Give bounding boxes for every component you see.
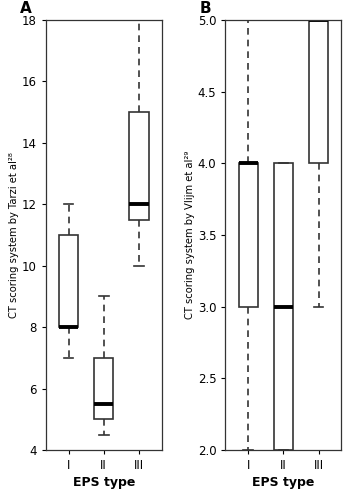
Y-axis label: CT scoring system by Vlijm et al²⁹: CT scoring system by Vlijm et al²⁹ (185, 151, 195, 319)
X-axis label: EPS type: EPS type (252, 476, 315, 489)
PathPatch shape (309, 20, 328, 164)
PathPatch shape (274, 164, 293, 450)
PathPatch shape (59, 235, 78, 327)
PathPatch shape (239, 164, 258, 306)
Text: A: A (20, 0, 32, 16)
X-axis label: EPS type: EPS type (73, 476, 135, 489)
Y-axis label: CT scoring system by Tarzi et al²⁸: CT scoring system by Tarzi et al²⁸ (9, 152, 19, 318)
Text: B: B (200, 0, 212, 16)
PathPatch shape (129, 112, 149, 220)
PathPatch shape (94, 358, 113, 420)
